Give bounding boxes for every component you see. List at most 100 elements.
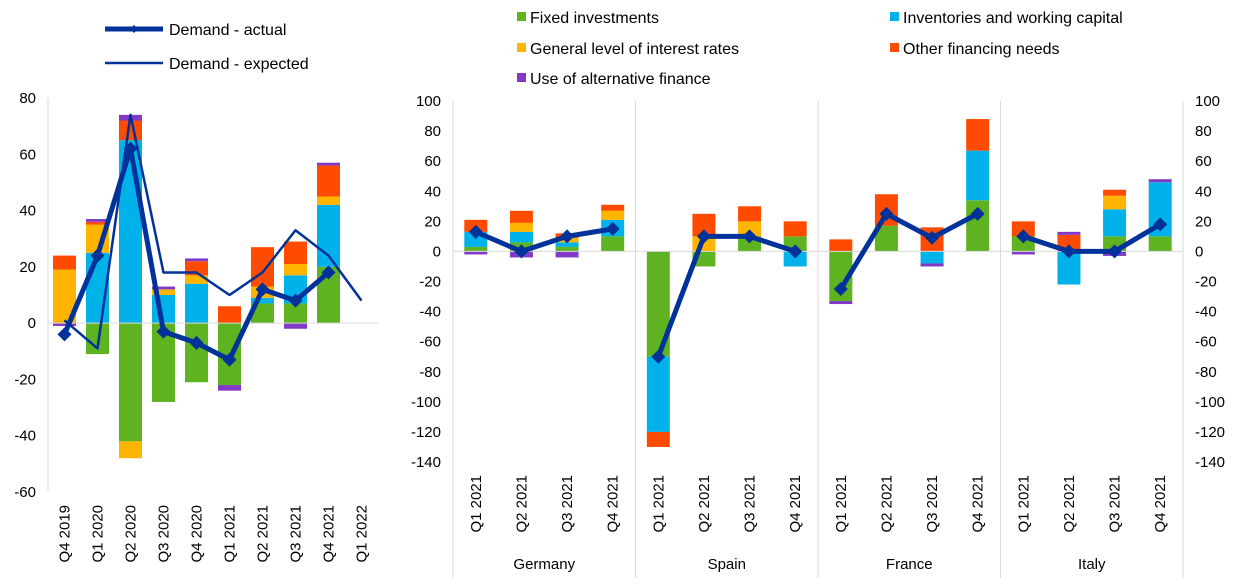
- right-y-tick-label-right: -20: [1195, 274, 1217, 291]
- point-actual: [879, 206, 894, 221]
- right-y-tick-label-right: 100: [1195, 93, 1220, 110]
- point-actual: [189, 335, 204, 350]
- bar-alternative: [1148, 179, 1172, 183]
- legend-swatch-other: [890, 43, 899, 52]
- right-y-tick-label-right: -120: [1195, 424, 1225, 441]
- bar-interest: [185, 275, 208, 284]
- bar-alternative: [284, 323, 307, 329]
- point-actual: [514, 244, 529, 259]
- bar-inventories: [646, 356, 670, 432]
- bar-inventories: [1103, 209, 1127, 237]
- bar-inventories: [251, 297, 274, 304]
- bar-alternative: [53, 323, 76, 326]
- bar-other: [1011, 221, 1035, 237]
- right-chart: 100 100 80 80 60 60 40 40 20 20 0 0 -20 -20 -40 -40 -60 -…: [411, 93, 1225, 578]
- legend-swatch-fixed: [517, 12, 526, 21]
- bar-other: [53, 255, 76, 270]
- country-label: Italy: [1078, 556, 1106, 573]
- point-actual: [970, 206, 985, 221]
- right-x-tick-label: Q4 2021: [787, 475, 804, 533]
- bar-fixed: [185, 323, 208, 383]
- line-actual-segment: [474, 226, 614, 254]
- bar-interest: [284, 264, 307, 276]
- bar-other: [1103, 189, 1127, 196]
- legend-label-actual: Demand - actual: [169, 22, 286, 39]
- point-actual: [468, 224, 483, 239]
- bar-interest: [509, 222, 533, 232]
- right-x-tick-label: Q3 2021: [742, 475, 759, 533]
- right-y-tick-label-left: 80: [424, 123, 441, 140]
- legend-label-inventories: Inventories and working capital: [903, 10, 1123, 27]
- right-y-tick-label-left: -20: [419, 274, 441, 291]
- bar-fixed: [1148, 236, 1172, 252]
- line-expected: [63, 113, 363, 350]
- bar-interest: [601, 210, 625, 220]
- right-x-tick-label: Q2 2021: [513, 475, 530, 533]
- right-x-tick-label: Q1 2021: [833, 475, 850, 533]
- right-x-tick-label: Q2 2021: [878, 475, 895, 533]
- right-y-tick-label-left: -80: [419, 364, 441, 381]
- right-x-tick-label: Q2 2021: [696, 475, 713, 533]
- point-actual: [57, 327, 72, 342]
- bar-inventories: [966, 150, 990, 201]
- bar-alternative: [555, 251, 579, 258]
- country-label: France: [886, 556, 933, 573]
- bar-fixed: [874, 225, 898, 252]
- left-x-tick-label: Q3 2020: [156, 505, 173, 563]
- right-y-tick-label-right: 20: [1195, 213, 1212, 230]
- point-actual: [925, 230, 940, 245]
- right-x-tick-label: Q4 2021: [1152, 475, 1169, 533]
- point-actual: [288, 293, 303, 308]
- legend-label-expected: Demand - expected: [169, 56, 309, 73]
- bar-interest: [738, 221, 762, 237]
- right-x-tick-label: Q3 2021: [1107, 475, 1124, 533]
- legend-swatch-alternative: [517, 73, 526, 82]
- left-y-tick-label: -20: [14, 371, 36, 388]
- bar-other: [692, 213, 716, 237]
- bar-inventories: [555, 242, 579, 247]
- point-actual: [833, 282, 848, 297]
- point-actual: [1107, 244, 1122, 259]
- left-y-tick-label: -60: [14, 484, 36, 501]
- right-y-tick-label-left: 60: [424, 153, 441, 170]
- right-x-tick-label: Q1 2021: [650, 475, 667, 533]
- bar-alternative: [1057, 231, 1081, 235]
- bar-other: [738, 206, 762, 222]
- point-actual: [156, 324, 171, 339]
- bar-inventories: [783, 251, 807, 267]
- right-y-tick-label-right: -140: [1195, 454, 1225, 471]
- legend-label-other: Other financing needs: [903, 41, 1060, 58]
- left-x-tick-label: Q4 2021: [321, 505, 338, 563]
- left-chart: 80 60 40 20 0 -20 -40 -60 Q4 2019 Q1 2020 Q2 2020 Q…: [14, 90, 378, 563]
- bar-alternative: [86, 219, 109, 222]
- bar-other: [218, 306, 241, 324]
- bar-other: [119, 120, 142, 141]
- right-y-tick-label-left: 100: [416, 93, 441, 110]
- bar-other: [284, 241, 307, 265]
- right-y-tick-label-left: 20: [424, 213, 441, 230]
- right-y-tick-label-left: -100: [411, 394, 441, 411]
- right-y-tick-label-left: 40: [424, 183, 441, 200]
- bar-alternative: [920, 263, 944, 267]
- bar-other: [783, 221, 807, 237]
- line-actual-segment: [1022, 222, 1162, 254]
- bar-inventories: [1057, 251, 1081, 285]
- bar-alternative: [1011, 251, 1035, 255]
- left-y-tick-label: 20: [19, 259, 36, 276]
- legend-marker-actual: [130, 25, 138, 33]
- bar-other: [251, 247, 274, 287]
- bar-other: [646, 431, 670, 447]
- point-actual: [651, 349, 666, 364]
- bar-other: [829, 239, 853, 252]
- bar-interest: [152, 289, 175, 295]
- point-actual: [788, 244, 803, 259]
- point-actual: [1153, 217, 1168, 232]
- bar-fixed: [86, 323, 109, 355]
- right-y-tick-label-right: -60: [1195, 334, 1217, 351]
- left-x-tick-label: Q2 2021: [255, 505, 272, 563]
- left-x-tick-label: Q1 2021: [222, 505, 239, 563]
- country-label: Spain: [708, 556, 746, 573]
- bar-other: [317, 165, 340, 197]
- point-actual: [90, 248, 105, 263]
